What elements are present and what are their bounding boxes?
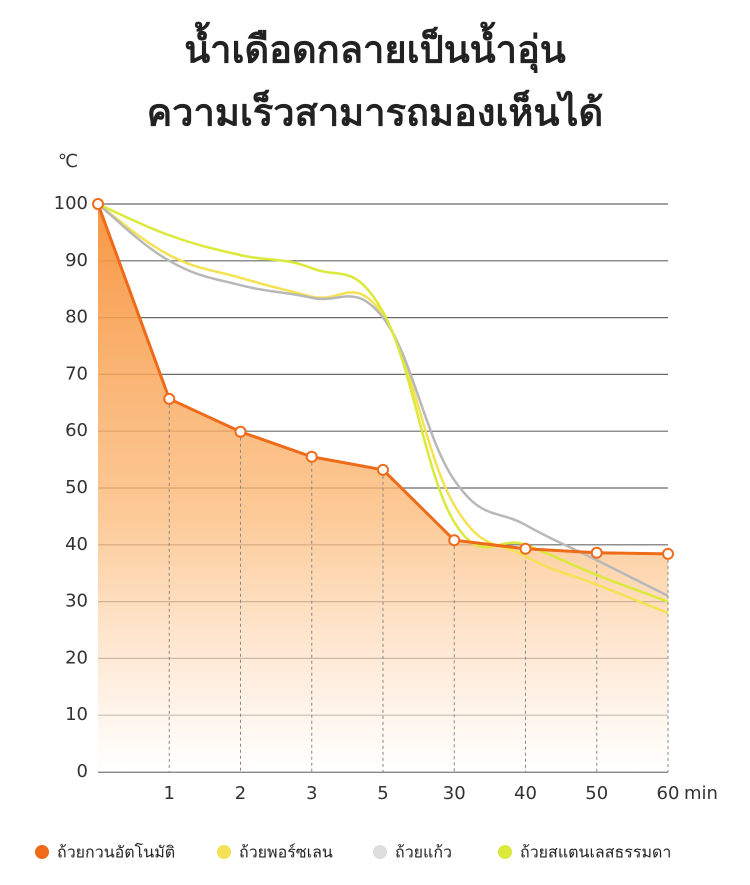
x-tick-label: 30 xyxy=(443,783,466,804)
y-tick-label: 90 xyxy=(65,250,88,271)
x-tick-label: 1 xyxy=(164,783,175,804)
legend-label: ถ้วยกวนอัตโนมัติ xyxy=(57,843,175,862)
y-axis-label: ℃ xyxy=(58,151,78,172)
legend-label: ถ้วยสแตนเลสธรรมดา xyxy=(520,843,671,862)
y-tick-label: 80 xyxy=(65,307,88,328)
data-point xyxy=(377,463,389,476)
data-point xyxy=(590,546,603,559)
legend-marker xyxy=(498,845,512,859)
legend-label: ถ้วยพอร์ซเลน xyxy=(239,843,333,862)
y-tick-label: 30 xyxy=(65,591,88,612)
y-tick-label: 40 xyxy=(65,534,88,555)
legend-marker xyxy=(373,845,387,859)
legend-label: ถ้วยแก้ว xyxy=(395,843,452,862)
x-axis-unit: min xyxy=(684,783,718,804)
data-point xyxy=(163,392,176,405)
x-tick-label: 40 xyxy=(514,783,537,804)
data-point xyxy=(234,425,247,438)
y-tick-label: 0 xyxy=(77,761,88,782)
y-tick-label: 50 xyxy=(65,477,88,498)
chart-title: น้ำเดือดกลายเป็นน้ำอุ่น xyxy=(184,22,566,74)
y-tick-label: 10 xyxy=(65,704,88,725)
data-point xyxy=(305,450,318,463)
x-tick-label: 3 xyxy=(306,783,317,804)
series-line xyxy=(97,202,669,603)
x-tick-label: 2 xyxy=(235,783,246,804)
x-tick-label: 50 xyxy=(585,783,608,804)
data-point xyxy=(448,534,461,547)
y-tick-label: 60 xyxy=(65,420,88,441)
data-point xyxy=(92,198,104,210)
data-point xyxy=(519,542,532,555)
x-tick-label: 60 xyxy=(657,783,680,804)
y-tick-label: 70 xyxy=(65,363,88,384)
y-tick-label: 20 xyxy=(65,647,88,668)
legend-marker xyxy=(217,845,231,859)
chart-subtitle: ความเร็วสามารถมองเห็นได้ xyxy=(147,90,603,135)
data-point xyxy=(662,547,674,560)
legend-marker xyxy=(35,845,49,859)
y-tick-label: 100 xyxy=(54,193,88,214)
x-tick-label: 5 xyxy=(377,783,388,804)
